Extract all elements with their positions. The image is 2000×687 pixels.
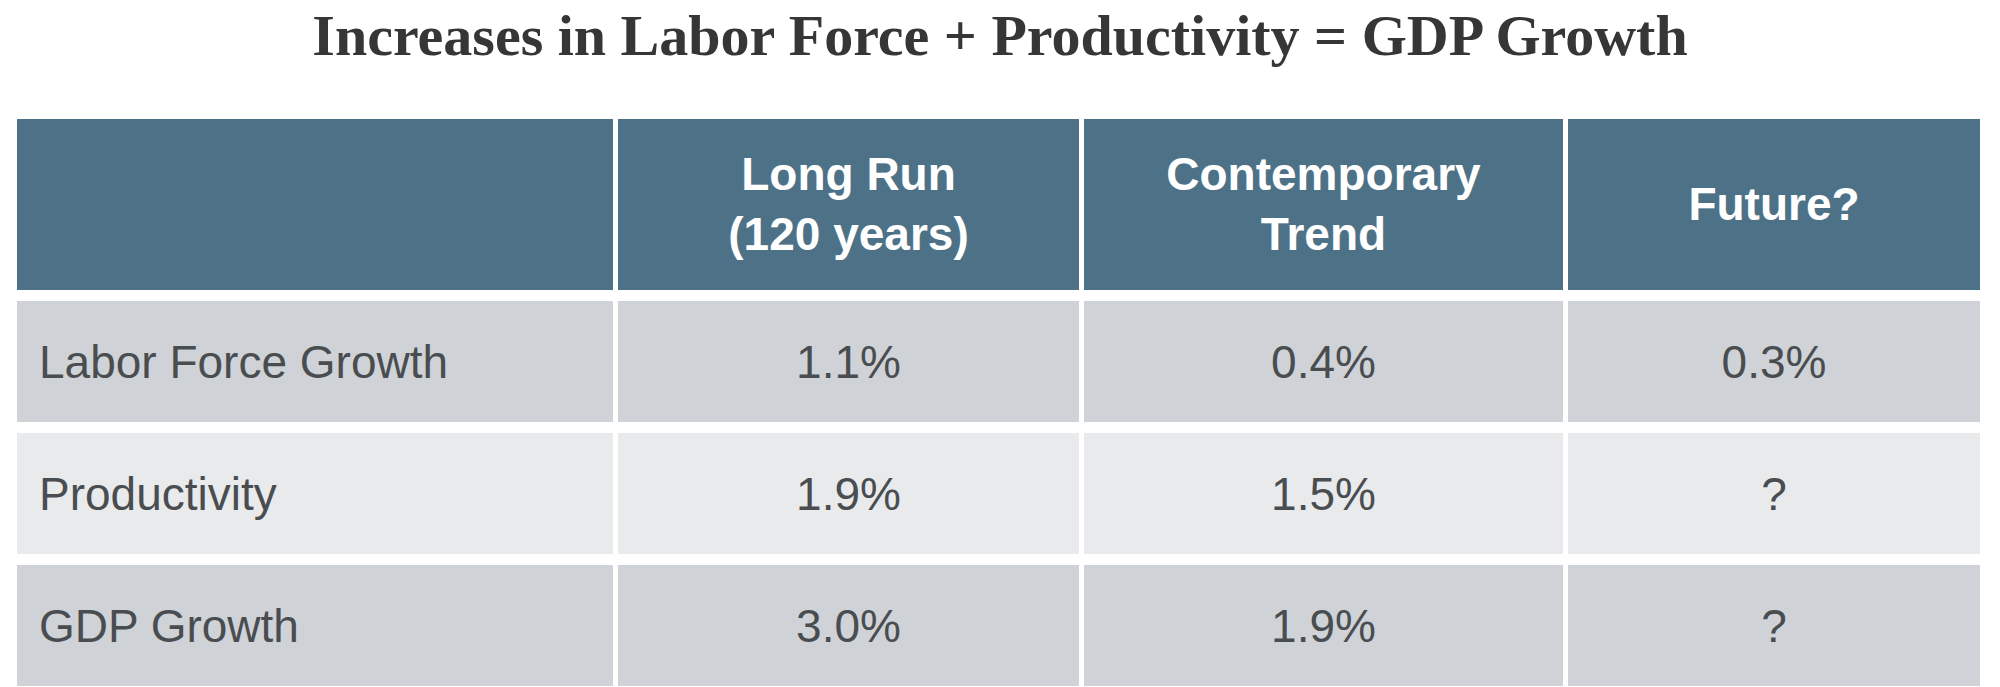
table-header-future: Future? (1568, 119, 1980, 290)
cell-labor-force-long-run: 1.1% (618, 301, 1079, 422)
cell-labor-force-future: 0.3% (1568, 301, 1980, 422)
row-label-gdp-growth: GDP Growth (17, 565, 613, 686)
slide: Increases in Labor Force + Productivity … (0, 0, 2000, 687)
table-header-long-run: Long Run (120 years) (618, 119, 1079, 290)
cell-gdp-future: ? (1568, 565, 1980, 686)
cell-gdp-long-run: 3.0% (618, 565, 1079, 686)
page-title: Increases in Labor Force + Productivity … (0, 2, 2000, 69)
growth-table: Long Run (120 years) Contemporary Trend … (17, 119, 1980, 686)
cell-productivity-contemporary: 1.5% (1084, 433, 1563, 554)
cell-productivity-long-run: 1.9% (618, 433, 1079, 554)
cell-productivity-future: ? (1568, 433, 1980, 554)
row-label-labor-force-growth: Labor Force Growth (17, 301, 613, 422)
table-header-empty (17, 119, 613, 290)
table-header-contemporary-trend: Contemporary Trend (1084, 119, 1563, 290)
cell-labor-force-contemporary: 0.4% (1084, 301, 1563, 422)
row-label-productivity: Productivity (17, 433, 613, 554)
cell-gdp-contemporary: 1.9% (1084, 565, 1563, 686)
